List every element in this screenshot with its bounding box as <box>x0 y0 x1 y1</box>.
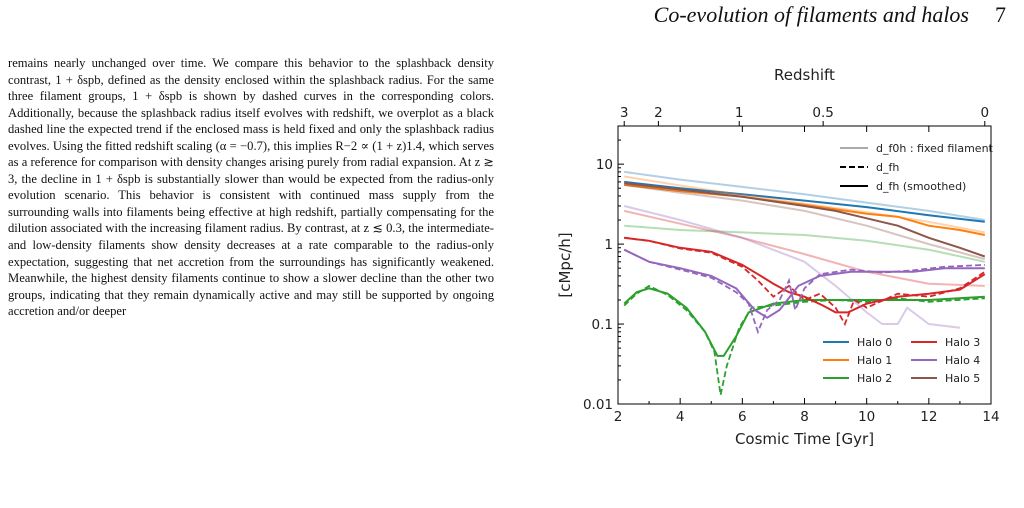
x-tick-label: 10 <box>858 409 875 425</box>
halo-5-fixed-line <box>624 183 986 261</box>
figure: 2 4 6 8 10 12 14 0.01 0.1 1 10 3 2 1 0.5 0 Redshift Cosmi… <box>540 62 1024 508</box>
redshift-tick-label: 3 <box>620 105 629 121</box>
halo-0-fixed-line <box>624 170 985 221</box>
x-tick-label: 2 <box>614 409 623 425</box>
running-header: Co-evolution of filaments and halos 7 <box>654 2 1006 28</box>
y-axis-label: [cMpc/h] <box>556 232 574 297</box>
y-tick-label: 10 <box>596 157 613 173</box>
redshift-tick-label: 0.5 <box>812 105 833 121</box>
halo-1-fixed-line <box>624 175 985 234</box>
halo-2-fixed-line <box>624 224 986 263</box>
halo-4-smoothed-line <box>623 248 985 319</box>
y-tick-label: 1 <box>604 237 613 253</box>
x-tick-label: 12 <box>920 409 937 425</box>
x-tick-label: 4 <box>676 409 685 425</box>
x-tick-label: 8 <box>800 409 809 425</box>
style-legend-label: d_fh <box>876 161 899 174</box>
x-axis-label: Cosmic Time [Gyr] <box>735 430 874 448</box>
redshift-tick-label: 0 <box>980 105 989 121</box>
redshift-tick-label: 2 <box>654 105 663 121</box>
halo-legend-label: Halo 2 <box>857 372 892 385</box>
line-chart: 2 4 6 8 10 12 14 0.01 0.1 1 10 3 2 1 0.5 0 Redshift Cosmi… <box>556 66 1000 448</box>
redshift-tick-label: 1 <box>735 105 744 121</box>
plot-frame <box>617 125 992 405</box>
top-axis-label: Redshift <box>774 66 835 84</box>
body-text: remains nearly unchanged over time. We c… <box>8 56 494 319</box>
page-number: 7 <box>995 2 1006 27</box>
halo-2-smoothed-line <box>623 287 985 357</box>
halo-legend-label: Halo 0 <box>857 336 892 349</box>
halo-legend-label: Halo 4 <box>945 354 980 367</box>
halo-legend-label: Halo 1 <box>857 354 892 367</box>
halo-4-fixed-line <box>623 205 961 329</box>
y-tick-label: 0.1 <box>592 317 613 333</box>
x-tick-label: 14 <box>982 409 999 425</box>
y-tick-label: 0.01 <box>583 397 613 413</box>
halo-3-fixed-line <box>623 209 985 287</box>
halo-5-smoothed-line <box>624 182 986 258</box>
running-title: Co-evolution of filaments and halos <box>653 2 969 27</box>
halo-0-smoothed-line <box>624 180 985 223</box>
halo-legend-label: Halo 5 <box>945 372 980 385</box>
x-tick-label: 6 <box>738 409 747 425</box>
style-legend-label: d_fh (smoothed) <box>876 180 966 193</box>
style-legend-label: d_f0h : fixed filament <box>876 142 994 155</box>
halo-3-smoothed-line <box>624 236 986 314</box>
halo-legend-label: Halo 3 <box>945 336 980 349</box>
